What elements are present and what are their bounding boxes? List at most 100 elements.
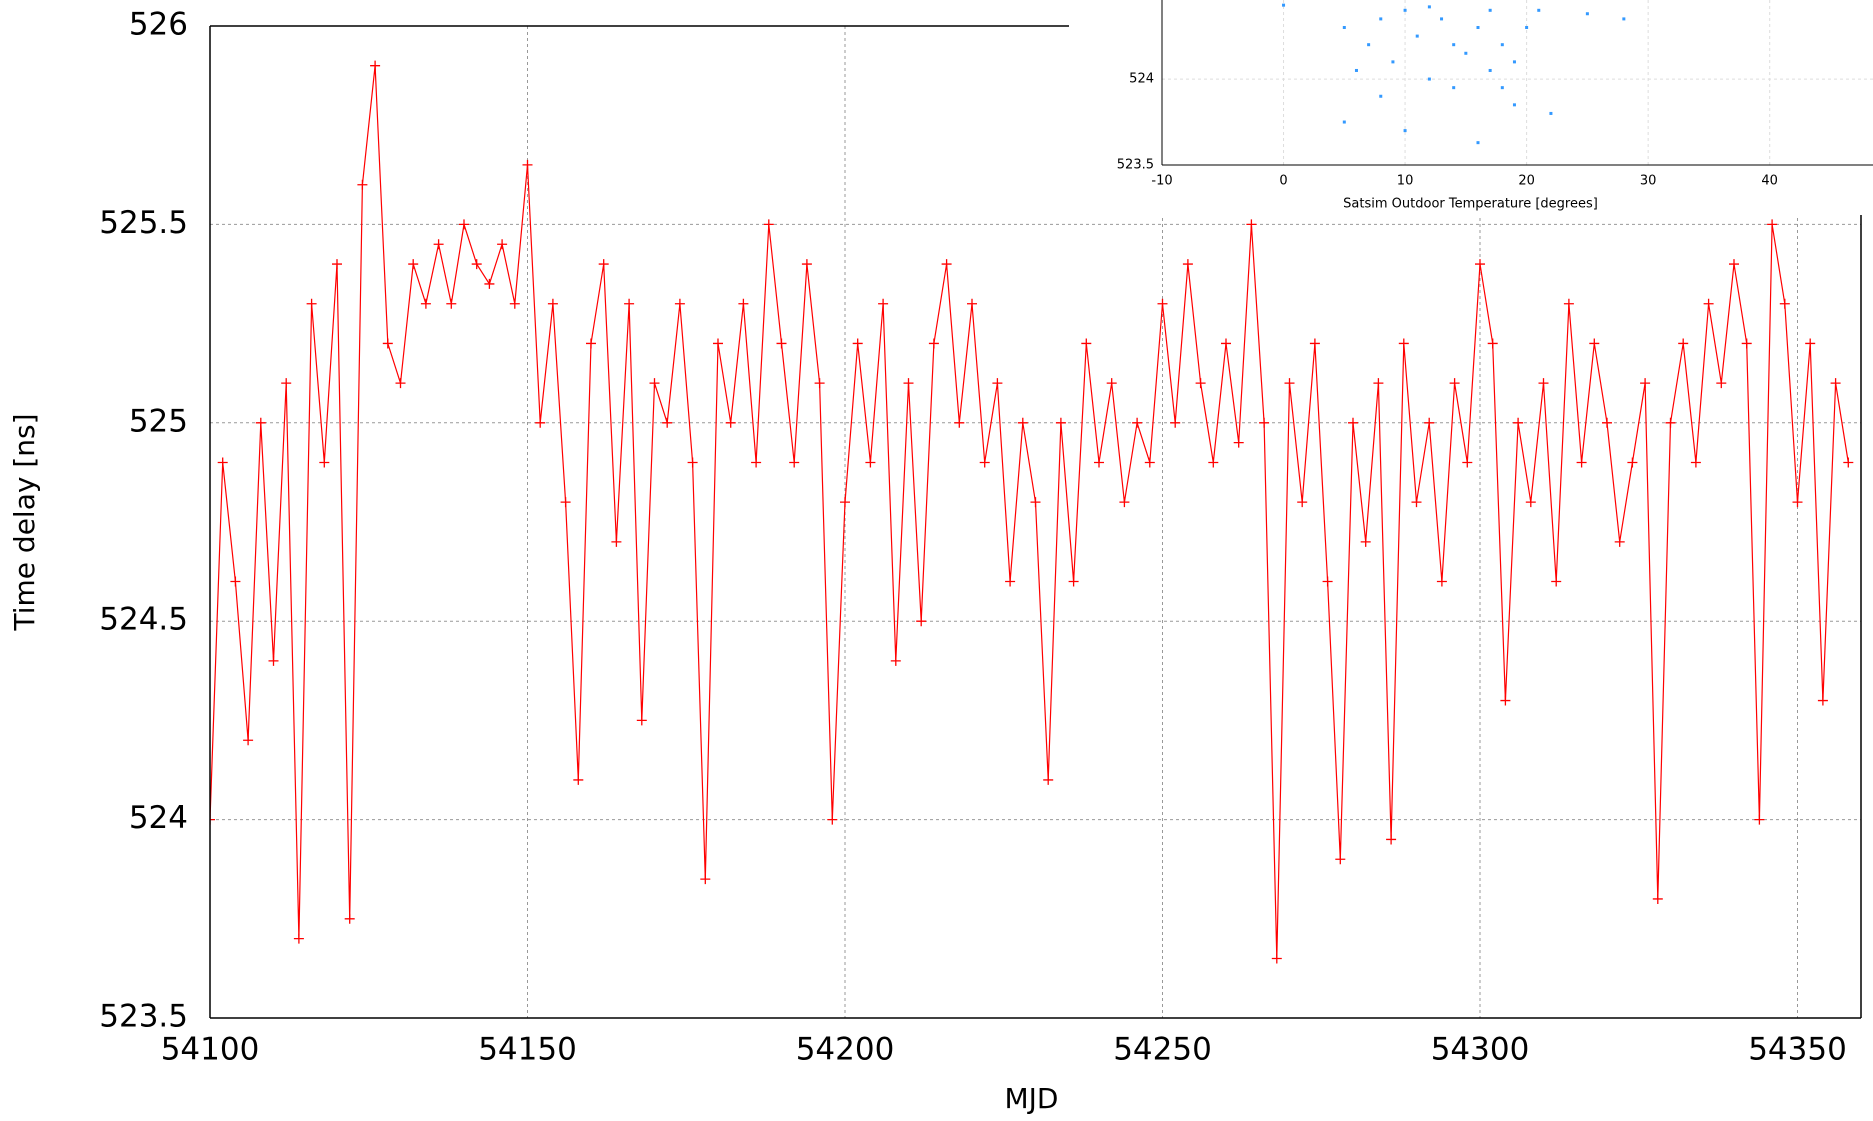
data-point bbox=[586, 338, 596, 349]
data-point bbox=[713, 338, 723, 349]
data-point bbox=[814, 378, 825, 389]
data-point bbox=[1379, 94, 1383, 98]
data-point bbox=[573, 774, 584, 785]
data-point bbox=[522, 159, 533, 170]
data-point bbox=[801, 259, 812, 270]
x-tick-label: 54300 bbox=[1431, 1032, 1530, 1068]
data-point bbox=[1342, 120, 1346, 124]
data-point bbox=[1348, 417, 1358, 428]
data-point bbox=[1767, 219, 1778, 230]
data-point bbox=[979, 457, 990, 468]
x-tick-label: 30 bbox=[1640, 174, 1657, 189]
data-point bbox=[433, 239, 444, 250]
y-axis-label: Time delay [ns] bbox=[8, 413, 41, 631]
x-tick-label: 40 bbox=[1761, 174, 1778, 189]
x-tick-label: 54100 bbox=[161, 1032, 260, 1068]
data-point bbox=[1512, 60, 1516, 64]
data-point bbox=[217, 457, 228, 468]
data-point bbox=[1487, 338, 1498, 349]
data-point bbox=[1427, 77, 1431, 81]
data-point bbox=[1476, 141, 1480, 145]
data-point bbox=[1703, 298, 1714, 309]
x-tick-label: 0 bbox=[1279, 174, 1287, 189]
data-point bbox=[649, 378, 660, 389]
data-point bbox=[1322, 576, 1333, 587]
data-point bbox=[1398, 338, 1409, 349]
data-point bbox=[1792, 497, 1803, 508]
data-point bbox=[420, 298, 431, 309]
y-tick-label: 524.5 bbox=[99, 602, 188, 638]
data-point bbox=[1386, 834, 1397, 845]
data-point bbox=[1678, 338, 1689, 349]
data-point bbox=[1081, 338, 1092, 349]
data-point bbox=[700, 874, 711, 885]
data-point bbox=[446, 298, 457, 309]
data-point bbox=[306, 298, 317, 309]
data-point bbox=[344, 913, 355, 924]
data-point bbox=[471, 259, 482, 270]
inset-background bbox=[1069, 0, 1873, 215]
data-point bbox=[1500, 695, 1511, 706]
data-point bbox=[827, 814, 838, 825]
y-tick-label: 524 bbox=[1129, 72, 1154, 87]
data-point bbox=[789, 457, 800, 468]
data-point bbox=[357, 179, 368, 190]
data-point bbox=[1452, 43, 1456, 47]
data-point bbox=[1500, 43, 1504, 47]
data-point bbox=[1367, 43, 1371, 47]
data-point bbox=[1741, 338, 1752, 349]
x-tick-label: 20 bbox=[1518, 174, 1535, 189]
data-point bbox=[1500, 86, 1504, 90]
x-axis-label: Satsim Outdoor Temperature [degrees] bbox=[1343, 197, 1598, 212]
inset-plot: 523.5 524 -10 0 10 20 30 40 Satsim Outdoor Tempe… bbox=[1069, 0, 1873, 215]
data-point bbox=[281, 378, 292, 389]
data-point bbox=[1424, 417, 1435, 428]
data-point bbox=[1106, 378, 1117, 389]
data-point bbox=[1259, 417, 1270, 428]
data-point bbox=[751, 457, 762, 468]
data-point bbox=[1817, 695, 1828, 706]
data-point bbox=[395, 378, 406, 389]
data-point bbox=[1182, 259, 1193, 270]
data-point bbox=[1440, 17, 1444, 21]
data-point bbox=[547, 298, 558, 309]
plot-area bbox=[1282, 3, 1626, 145]
data-point bbox=[484, 278, 495, 289]
data-point bbox=[738, 298, 749, 309]
data-point bbox=[1030, 497, 1041, 508]
data-point bbox=[674, 298, 685, 309]
data-point bbox=[928, 338, 939, 349]
data-point bbox=[865, 457, 876, 468]
data-point bbox=[890, 655, 901, 666]
data-point bbox=[1233, 437, 1244, 448]
data-point bbox=[268, 655, 279, 666]
data-point bbox=[852, 338, 863, 349]
data-point bbox=[1309, 338, 1320, 349]
data-point bbox=[903, 378, 914, 389]
data-point bbox=[509, 298, 520, 309]
y-tick-label: 525.5 bbox=[99, 205, 188, 241]
data-point bbox=[1427, 5, 1431, 9]
data-point bbox=[725, 417, 736, 428]
data-point bbox=[1208, 457, 1219, 468]
data-point bbox=[624, 298, 635, 309]
x-tick-label: 54150 bbox=[478, 1032, 577, 1068]
data-point bbox=[1488, 68, 1492, 72]
data-point bbox=[1436, 576, 1447, 587]
data-point bbox=[662, 417, 673, 428]
data-point bbox=[230, 576, 241, 587]
data-point bbox=[1068, 576, 1079, 587]
data-point bbox=[1754, 814, 1765, 825]
data-point bbox=[1391, 60, 1395, 64]
data-point bbox=[293, 933, 304, 944]
data-point bbox=[611, 536, 622, 547]
data-point bbox=[1622, 17, 1626, 21]
data-point bbox=[210, 814, 215, 825]
data-point bbox=[1513, 417, 1524, 428]
x-tick-label: 54350 bbox=[1748, 1032, 1847, 1068]
data-point bbox=[255, 417, 266, 428]
data-point bbox=[1284, 378, 1295, 389]
data-point bbox=[1779, 298, 1790, 309]
data-point bbox=[840, 497, 850, 508]
